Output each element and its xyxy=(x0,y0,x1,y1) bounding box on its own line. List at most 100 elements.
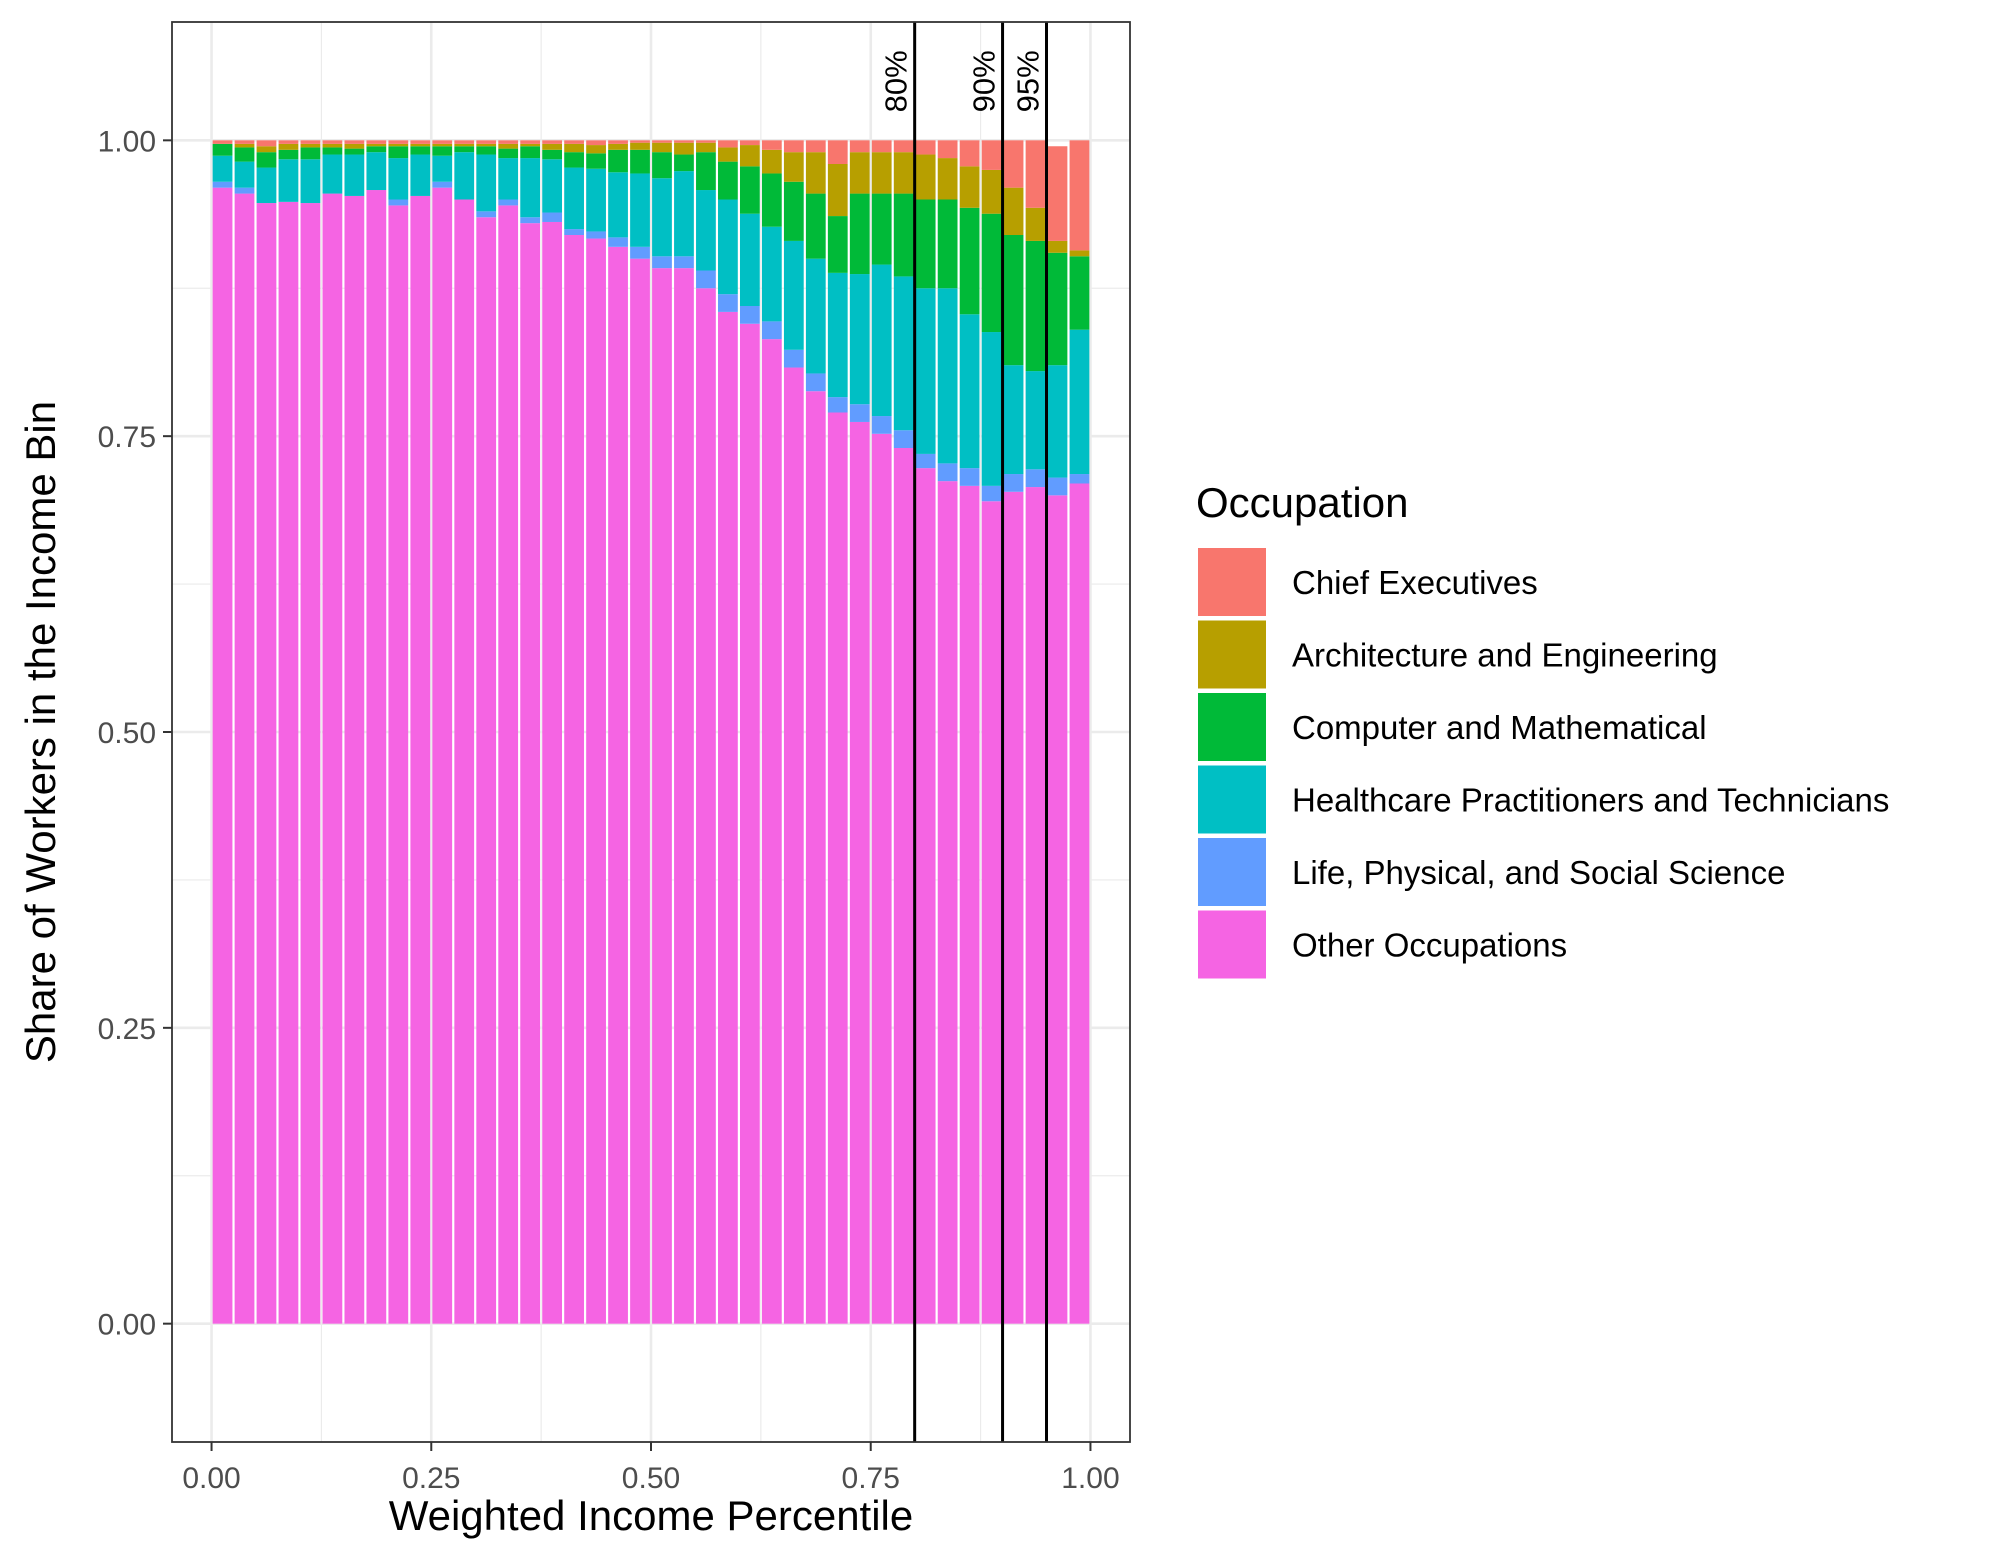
bar-segment xyxy=(1069,483,1090,1324)
legend-swatch xyxy=(1198,838,1266,906)
bar-segment xyxy=(871,193,892,265)
bar-segment xyxy=(476,140,497,144)
bar-segment xyxy=(1047,146,1068,241)
bar-segment xyxy=(432,155,453,182)
bar-segment xyxy=(432,187,453,1324)
bar-segment xyxy=(871,152,892,194)
bar-segment xyxy=(278,149,299,160)
bar-segment xyxy=(1069,256,1090,330)
legend-swatch xyxy=(1198,765,1266,834)
bar-segment xyxy=(696,288,716,1324)
bar-segment xyxy=(630,173,650,247)
bar-segment xyxy=(476,143,497,147)
bar-segment xyxy=(674,268,694,1324)
bar-segment xyxy=(739,306,760,324)
bar-segment xyxy=(212,143,233,156)
bar-segment xyxy=(783,152,804,182)
bar-segment xyxy=(739,166,760,214)
bar-segment xyxy=(915,288,936,454)
bar-segment xyxy=(322,147,343,155)
bar-segment xyxy=(300,143,321,148)
bar-segment xyxy=(234,140,255,144)
bar-segment xyxy=(959,207,980,315)
legend-label: Chief Executives xyxy=(1292,564,1538,601)
bar-segment xyxy=(322,140,343,144)
bar-segment xyxy=(388,199,409,206)
bar-segment xyxy=(1003,474,1024,492)
bar-segment xyxy=(1047,240,1068,253)
bar-segment xyxy=(344,140,365,144)
bar-segment xyxy=(586,140,606,146)
bar-segment xyxy=(783,140,804,153)
bar-segment xyxy=(827,164,848,217)
bar-segment xyxy=(718,294,738,312)
bar-segment xyxy=(366,190,387,1324)
x-tick-label: 1.00 xyxy=(1061,1462,1119,1495)
bar-segment xyxy=(893,152,914,194)
bar-segment xyxy=(1003,187,1024,235)
bar-segment xyxy=(1069,474,1090,484)
bar-segment xyxy=(212,181,233,188)
bar-segment xyxy=(805,258,826,374)
bar-segment xyxy=(718,199,738,295)
bar-segment xyxy=(871,416,892,434)
legend-swatch xyxy=(1198,910,1266,979)
bar-segment xyxy=(564,152,584,168)
bar-segment xyxy=(608,246,628,1324)
bar-segment xyxy=(520,223,541,1324)
bar-segment xyxy=(696,142,716,153)
legend-label: Life, Physical, and Social Science xyxy=(1292,854,1785,891)
bar-segment xyxy=(322,143,343,148)
bar-segment xyxy=(783,367,804,1324)
bar-segment xyxy=(564,229,584,235)
bar-segment xyxy=(1025,371,1046,470)
bar-segment xyxy=(212,187,233,1324)
bar-segment xyxy=(981,140,1002,170)
bar-segment xyxy=(1025,487,1046,1324)
axes: 0.00 0.25 0.50 0.75 1.00 0.00 0.25 0.50 0.75 1.00 xyxy=(98,21,1131,1495)
y-tick-label: 0.00 xyxy=(98,1309,156,1342)
bar-segment xyxy=(498,143,519,149)
bar-segment xyxy=(278,201,299,1324)
reference-line-label: 80% xyxy=(879,50,914,112)
bar-segment xyxy=(1069,329,1090,475)
bar-segment xyxy=(278,140,299,144)
legend-swatch xyxy=(1198,548,1266,616)
bar-segment xyxy=(564,235,584,1324)
legend-swatch xyxy=(1198,693,1266,761)
bar-segment xyxy=(1003,140,1024,188)
y-tick-label: 1.00 xyxy=(98,125,156,158)
bar-segment xyxy=(630,246,650,259)
bar-segment xyxy=(212,155,233,182)
bar-segment xyxy=(256,167,277,204)
bar-segment xyxy=(300,140,321,144)
bar-segment xyxy=(652,178,672,257)
bar-segment xyxy=(256,146,277,153)
bar-segment xyxy=(739,145,760,167)
bar-segment xyxy=(476,154,497,212)
y-tick-label: 0.25 xyxy=(98,1013,156,1046)
bar-segment xyxy=(783,181,804,241)
bar-segment xyxy=(981,501,1002,1324)
bar-segment xyxy=(630,258,650,1324)
bar-segment xyxy=(674,171,694,257)
bar-segment xyxy=(476,146,497,155)
y-axis-title: Share of Workers in the Income Bin xyxy=(17,401,64,1063)
bars xyxy=(212,140,1090,1324)
bar-segment xyxy=(234,143,255,148)
bar-segment xyxy=(981,332,1002,486)
bar-segment xyxy=(1025,469,1046,488)
bar-segment xyxy=(498,205,519,1324)
bar-segment xyxy=(915,140,936,155)
bar-segment xyxy=(674,142,694,155)
bar-segment xyxy=(652,256,672,269)
bar-segment xyxy=(1025,207,1046,241)
bar-segment xyxy=(718,147,738,162)
bar-segment xyxy=(520,143,541,147)
bar-segment xyxy=(805,140,826,153)
bar-segment xyxy=(388,140,409,144)
bar-segment xyxy=(586,145,606,154)
x-tick-label: 0.25 xyxy=(402,1462,460,1495)
bar-segment xyxy=(432,181,453,188)
